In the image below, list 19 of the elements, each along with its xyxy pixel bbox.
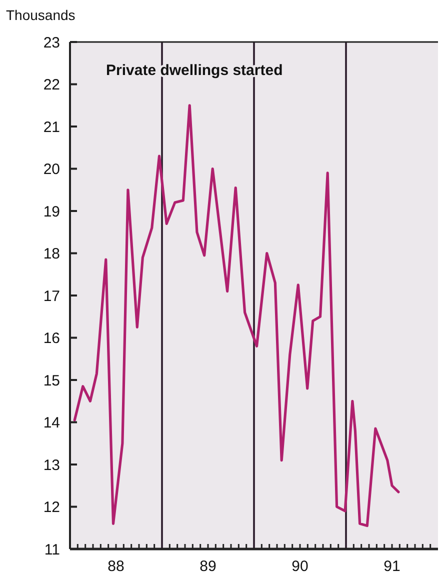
y-tick-label: 19	[43, 203, 60, 220]
y-tick-label: 11	[44, 541, 60, 558]
y-tick-label: 17	[43, 288, 60, 305]
y-tick-label: 15	[43, 372, 60, 390]
y-tick-label: 13	[43, 456, 60, 474]
x-tick-label: 89	[200, 558, 216, 575]
x-tick-label: 88	[108, 558, 124, 575]
y-tick-label: 16	[43, 330, 60, 347]
x-tick-label: 90	[292, 558, 308, 575]
y-tick-label: 20	[43, 161, 60, 178]
y-tick-label: 14	[43, 414, 60, 432]
y-tick-label: 18	[43, 246, 60, 262]
y-tick-label: 22	[43, 76, 60, 94]
y-axis-title: Thousands	[6, 7, 76, 23]
x-tick-label: 91	[384, 558, 400, 575]
y-tick-label: 12	[43, 499, 60, 516]
y-tick-label: 23	[43, 34, 60, 52]
y-tick-label: 21	[43, 118, 60, 136]
line-series	[73, 104, 400, 528]
